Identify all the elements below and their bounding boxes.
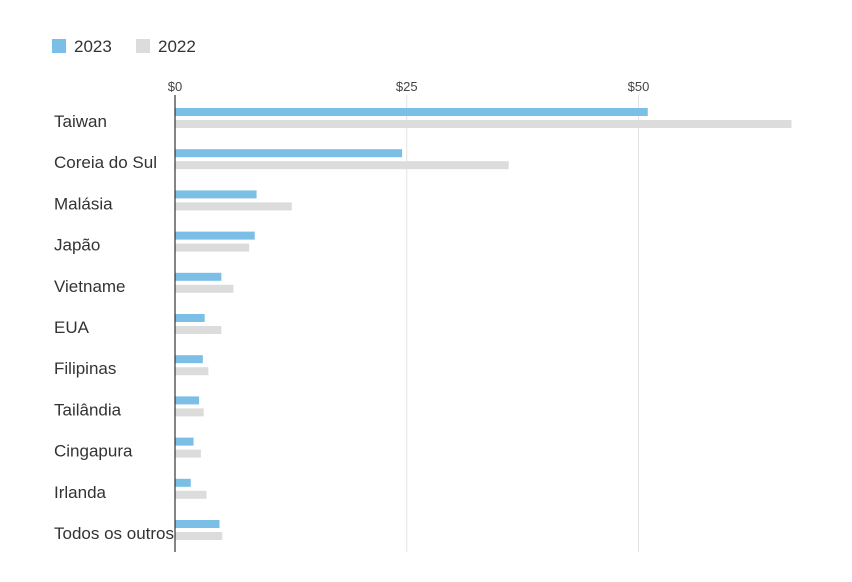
category-label-1: Coreia do Sul (54, 153, 157, 172)
category-label-10: Todos os outros (54, 524, 174, 543)
category-label-7: Tailândia (54, 400, 122, 419)
bar-2023-1 (175, 149, 403, 158)
category-labels: Taiwan Coreia do Sul Malásia Japão Vietname E… (54, 112, 174, 543)
bar-2023-10 (175, 520, 220, 528)
category-label-2: Malásia (54, 194, 113, 213)
bar-2022-5 (175, 326, 222, 334)
bar-2023-0 (175, 108, 648, 116)
bar-2023-2 (175, 190, 257, 199)
x-tick-label-25: $25 (396, 79, 418, 94)
bar-2023-6 (175, 355, 203, 364)
bar-2022-0 (175, 120, 792, 128)
bar-2023-7 (175, 396, 200, 405)
bar-2022-2 (175, 202, 292, 211)
category-label-5: EUA (54, 318, 90, 337)
category-label-4: Vietname (54, 277, 126, 296)
x-axis-ticks: $0 $25 $50 (168, 79, 650, 94)
legend-label-2023: 2023 (74, 37, 112, 56)
bar-2022-9 (175, 490, 207, 499)
x-tick-label-0: $0 (168, 79, 182, 94)
legend-label-2022: 2022 (158, 37, 196, 56)
bar-2023-9 (175, 478, 191, 487)
legend: 2023 2022 (52, 37, 196, 56)
bar-2023-5 (175, 314, 205, 322)
legend-swatch-2023 (52, 39, 66, 53)
bar-2022-3 (175, 243, 250, 252)
bar-2023-8 (175, 437, 194, 446)
bar-2022-4 (175, 284, 234, 293)
bar-2022-6 (175, 367, 209, 376)
bar-2022-8 (175, 449, 201, 458)
category-label-9: Irlanda (54, 483, 107, 502)
x-tick-label-50: $50 (628, 79, 650, 94)
gridlines (406, 95, 639, 552)
bar-2023-3 (175, 231, 255, 240)
bar-2022-10 (175, 532, 223, 540)
bar-2023-4 (175, 272, 222, 281)
bar-2022-1 (175, 161, 509, 170)
category-label-8: Cingapura (54, 442, 133, 461)
bars (175, 108, 792, 540)
category-label-3: Japão (54, 236, 100, 255)
legend-swatch-2022 (136, 39, 150, 53)
category-label-0: Taiwan (54, 112, 107, 131)
bar-2022-7 (175, 408, 204, 417)
category-label-6: Filipinas (54, 359, 116, 378)
